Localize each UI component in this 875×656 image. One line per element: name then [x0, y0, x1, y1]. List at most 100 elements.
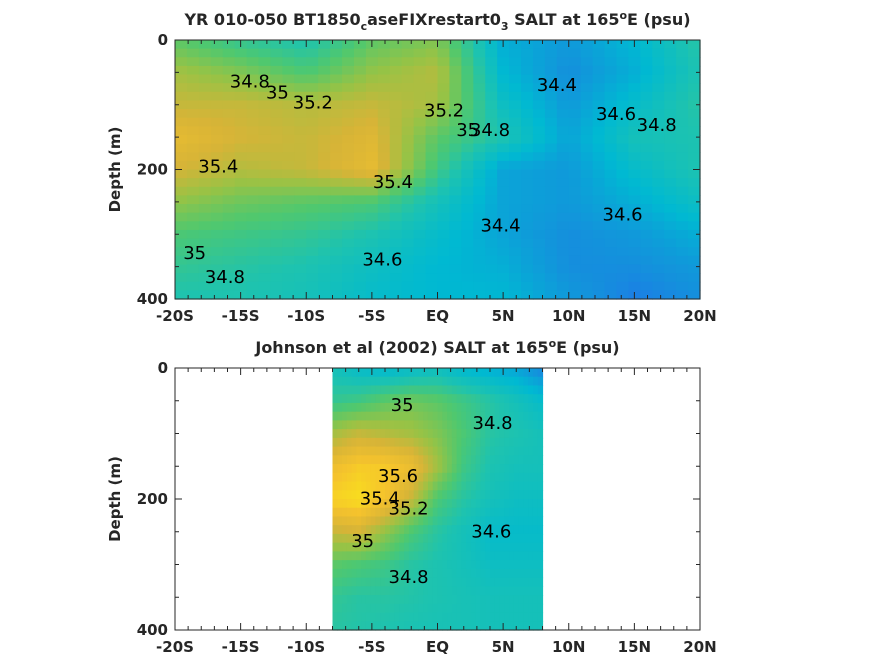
salinity-cell — [676, 264, 689, 274]
salinity-cell — [365, 411, 372, 421]
salinity-cell — [432, 507, 439, 518]
salinity-cell — [427, 490, 434, 500]
salinity-cell — [580, 204, 594, 214]
salinity-cell — [270, 290, 283, 300]
salinity-cell — [461, 385, 467, 395]
salinity-cell — [318, 186, 331, 196]
salinity-cell — [413, 472, 420, 483]
salinity-cell — [365, 402, 372, 413]
salinity-cell — [556, 195, 570, 205]
salinity-cell — [676, 178, 689, 188]
salinity-cell — [330, 281, 343, 291]
salinity-cell — [523, 464, 529, 474]
salinity-cell — [466, 595, 472, 605]
salinity-cell — [652, 204, 665, 214]
salinity-cell — [442, 568, 448, 579]
salinity-cell — [198, 74, 212, 84]
salinity-cell — [342, 490, 348, 500]
salinity-cell — [616, 186, 630, 196]
salinity-cell — [401, 160, 415, 171]
salinity-cell — [592, 91, 606, 102]
contour-label: 35 — [351, 531, 374, 552]
salinity-cell — [461, 446, 467, 456]
salinity-cell — [294, 40, 307, 50]
salinity-cell — [375, 472, 381, 483]
salinity-cell — [523, 481, 529, 491]
salinity-cell — [509, 385, 515, 395]
salinity-cell — [640, 281, 653, 291]
salinity-cell — [377, 247, 391, 257]
contour-label: 34.6 — [596, 104, 636, 125]
salinity-cell — [497, 204, 510, 214]
salinity-cell — [640, 186, 653, 196]
salinity-cell — [432, 490, 439, 500]
salinity-cell — [528, 577, 534, 587]
salinity-cell — [485, 455, 491, 465]
salinity-cell — [652, 281, 665, 291]
salinity-cell — [210, 195, 224, 205]
salinity-cell — [640, 264, 653, 274]
salinity-cell — [437, 204, 451, 214]
salinity-cell — [664, 100, 677, 110]
salinity-cell — [528, 472, 534, 483]
salinity-cell — [413, 264, 427, 274]
salinity-cell — [337, 376, 343, 387]
salinity-cell — [375, 560, 381, 570]
salinity-cell — [449, 91, 462, 102]
salinity-cell — [509, 74, 522, 84]
salinity-cell — [442, 516, 448, 526]
salinity-cell — [401, 40, 415, 50]
salinity-cell — [521, 143, 534, 153]
salinity-cell — [351, 533, 357, 544]
salinity-cell — [437, 48, 451, 58]
salinity-cell — [361, 586, 367, 596]
salinity-cell — [523, 568, 529, 579]
salinity-cell — [413, 281, 427, 291]
salinity-cell — [385, 376, 391, 387]
salinity-cell — [401, 178, 415, 188]
salinity-cell — [342, 507, 348, 518]
salinity-cell — [676, 152, 689, 162]
salinity-cell — [408, 429, 415, 439]
salinity-cell — [509, 48, 522, 58]
salinity-cell — [537, 568, 544, 579]
salinity-cell — [480, 525, 486, 535]
salinity-cell — [330, 152, 343, 162]
salinity-cell — [318, 281, 331, 291]
salinity-cell — [318, 204, 331, 214]
salinity-cell — [365, 134, 379, 145]
salinity-cell — [518, 568, 525, 579]
salinity-cell — [473, 255, 486, 266]
contour-label: 34.6 — [603, 204, 643, 225]
salinity-cell — [532, 117, 546, 127]
salinity-cell — [377, 178, 391, 188]
salinity-cell — [380, 411, 386, 421]
salinity-cell — [580, 247, 594, 257]
salinity-cell — [676, 273, 689, 283]
salinity-cell — [509, 499, 515, 509]
salinity-cell — [413, 525, 420, 535]
salinity-cell — [330, 229, 343, 240]
salinity-cell — [380, 402, 386, 413]
salinity-cell — [423, 560, 429, 570]
salinity-cell — [380, 385, 386, 395]
salinity-cell — [361, 376, 367, 387]
x-tick-label: 15N — [618, 307, 651, 325]
salinity-cell — [365, 100, 379, 110]
salinity-cell — [186, 186, 200, 196]
salinity-cell — [401, 204, 415, 214]
salinity-cell — [351, 455, 357, 465]
salinity-cell — [332, 542, 338, 552]
salinity-cell — [494, 516, 501, 526]
salinity-cell — [537, 376, 544, 387]
salinity-cell — [294, 281, 307, 291]
salinity-cell — [490, 455, 496, 465]
salinity-cell — [353, 169, 367, 179]
salinity-cell — [361, 577, 367, 587]
salinity-cell — [418, 368, 424, 378]
salinity-cell — [198, 57, 212, 67]
salinity-cell — [480, 385, 486, 395]
salinity-cell — [198, 65, 212, 76]
salinity-cell — [504, 612, 510, 622]
salinity-cell — [294, 195, 307, 205]
